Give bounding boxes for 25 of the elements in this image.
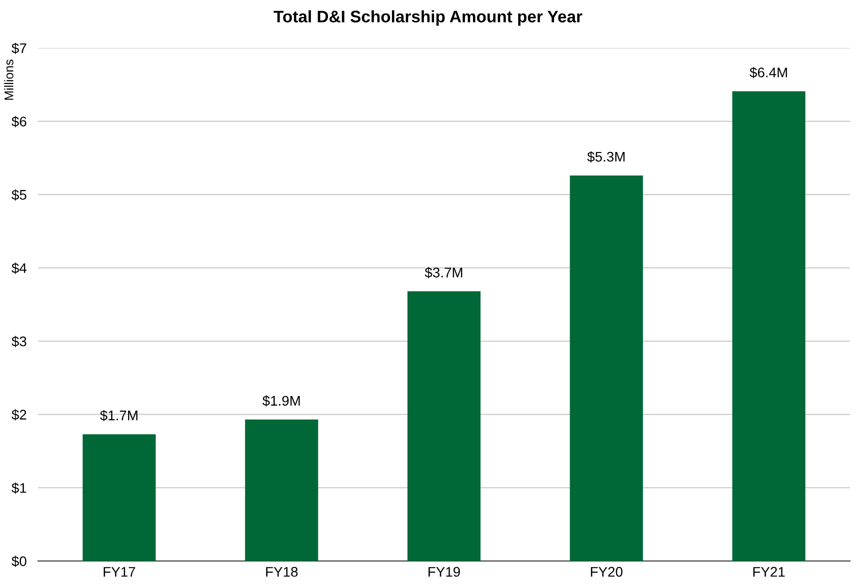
bar xyxy=(407,291,481,561)
x-tick-label: FY21 xyxy=(753,566,785,577)
y-tick-label: $0 xyxy=(12,556,26,567)
chart-title: Total D&I Scholarship Amount per Year xyxy=(274,10,582,26)
data-label: $1.9M xyxy=(262,395,300,407)
data-label: $1.7M xyxy=(100,410,138,422)
bar xyxy=(570,176,643,561)
x-tick-label: FY20 xyxy=(590,566,622,577)
x-tick-label: FY17 xyxy=(104,567,136,577)
x-tick-label: FY19 xyxy=(428,566,460,577)
data-label: $5.3M xyxy=(587,151,625,162)
y-tick-label: $2 xyxy=(12,409,26,420)
x-tick-label: FY18 xyxy=(266,566,298,577)
y-tick-label: $7 xyxy=(12,42,26,54)
y-tick-label: $4 xyxy=(12,262,26,274)
bar xyxy=(245,420,318,561)
y-tick-label: $6 xyxy=(12,116,26,128)
y-axis-title: Millions xyxy=(4,60,14,100)
y-tick-label: $3 xyxy=(12,336,26,348)
data-label: $6.4M xyxy=(750,66,787,78)
data-label: $3.7M xyxy=(424,267,462,278)
bar xyxy=(732,91,806,561)
bar xyxy=(82,434,156,561)
y-tick-label: $1 xyxy=(12,482,26,494)
y-tick-label: $5 xyxy=(12,189,26,201)
